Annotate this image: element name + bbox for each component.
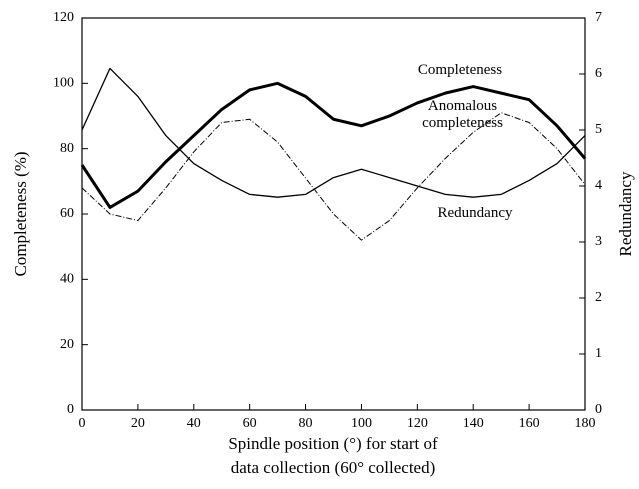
y-tick-label: 80 <box>60 141 74 156</box>
x-tick-label: 160 <box>519 416 540 431</box>
series-label: Redundancy <box>437 205 513 221</box>
y-tick-label: 60 <box>60 206 74 221</box>
x-tick-label: 40 <box>187 416 201 431</box>
x-tick-label: 100 <box>351 416 372 431</box>
y2-tick-label: 0 <box>595 402 602 417</box>
y2-tick-label: 7 <box>595 10 602 25</box>
y2-tick-label: 6 <box>595 66 602 81</box>
y2-tick-label: 3 <box>595 234 602 249</box>
y-tick-label: 0 <box>67 402 74 417</box>
x-tick-label: 120 <box>407 416 428 431</box>
y2-tick-label: 5 <box>595 122 602 137</box>
x-axis-label: Spindle position (°) for start of <box>228 434 438 453</box>
data-line <box>80 81 587 209</box>
y2-tick-label: 4 <box>595 178 602 193</box>
x-tick-label: 60 <box>243 416 257 431</box>
y-axis-label: Completeness (%) <box>11 151 30 276</box>
series-label: Completeness <box>417 62 503 78</box>
data-line <box>81 67 586 198</box>
y2-tick-label: 1 <box>595 346 602 361</box>
y-tick-label: 100 <box>53 76 74 91</box>
y2-tick-label: 2 <box>595 290 602 305</box>
x-tick-label: 0 <box>79 416 86 431</box>
y-tick-label: 40 <box>60 272 74 287</box>
x-tick-label: 80 <box>299 416 313 431</box>
x-tick-label: 140 <box>463 416 484 431</box>
series-label: Anomalous completeness <box>422 98 503 131</box>
x-tick-label: 180 <box>575 416 596 431</box>
y-tick-label: 120 <box>53 10 74 25</box>
x-tick-label: 20 <box>131 416 145 431</box>
x-axis-label: data collection (60° collected) <box>231 458 436 477</box>
y-tick-label: 20 <box>60 337 74 352</box>
y2-axis-label: Redundancy <box>616 171 635 256</box>
